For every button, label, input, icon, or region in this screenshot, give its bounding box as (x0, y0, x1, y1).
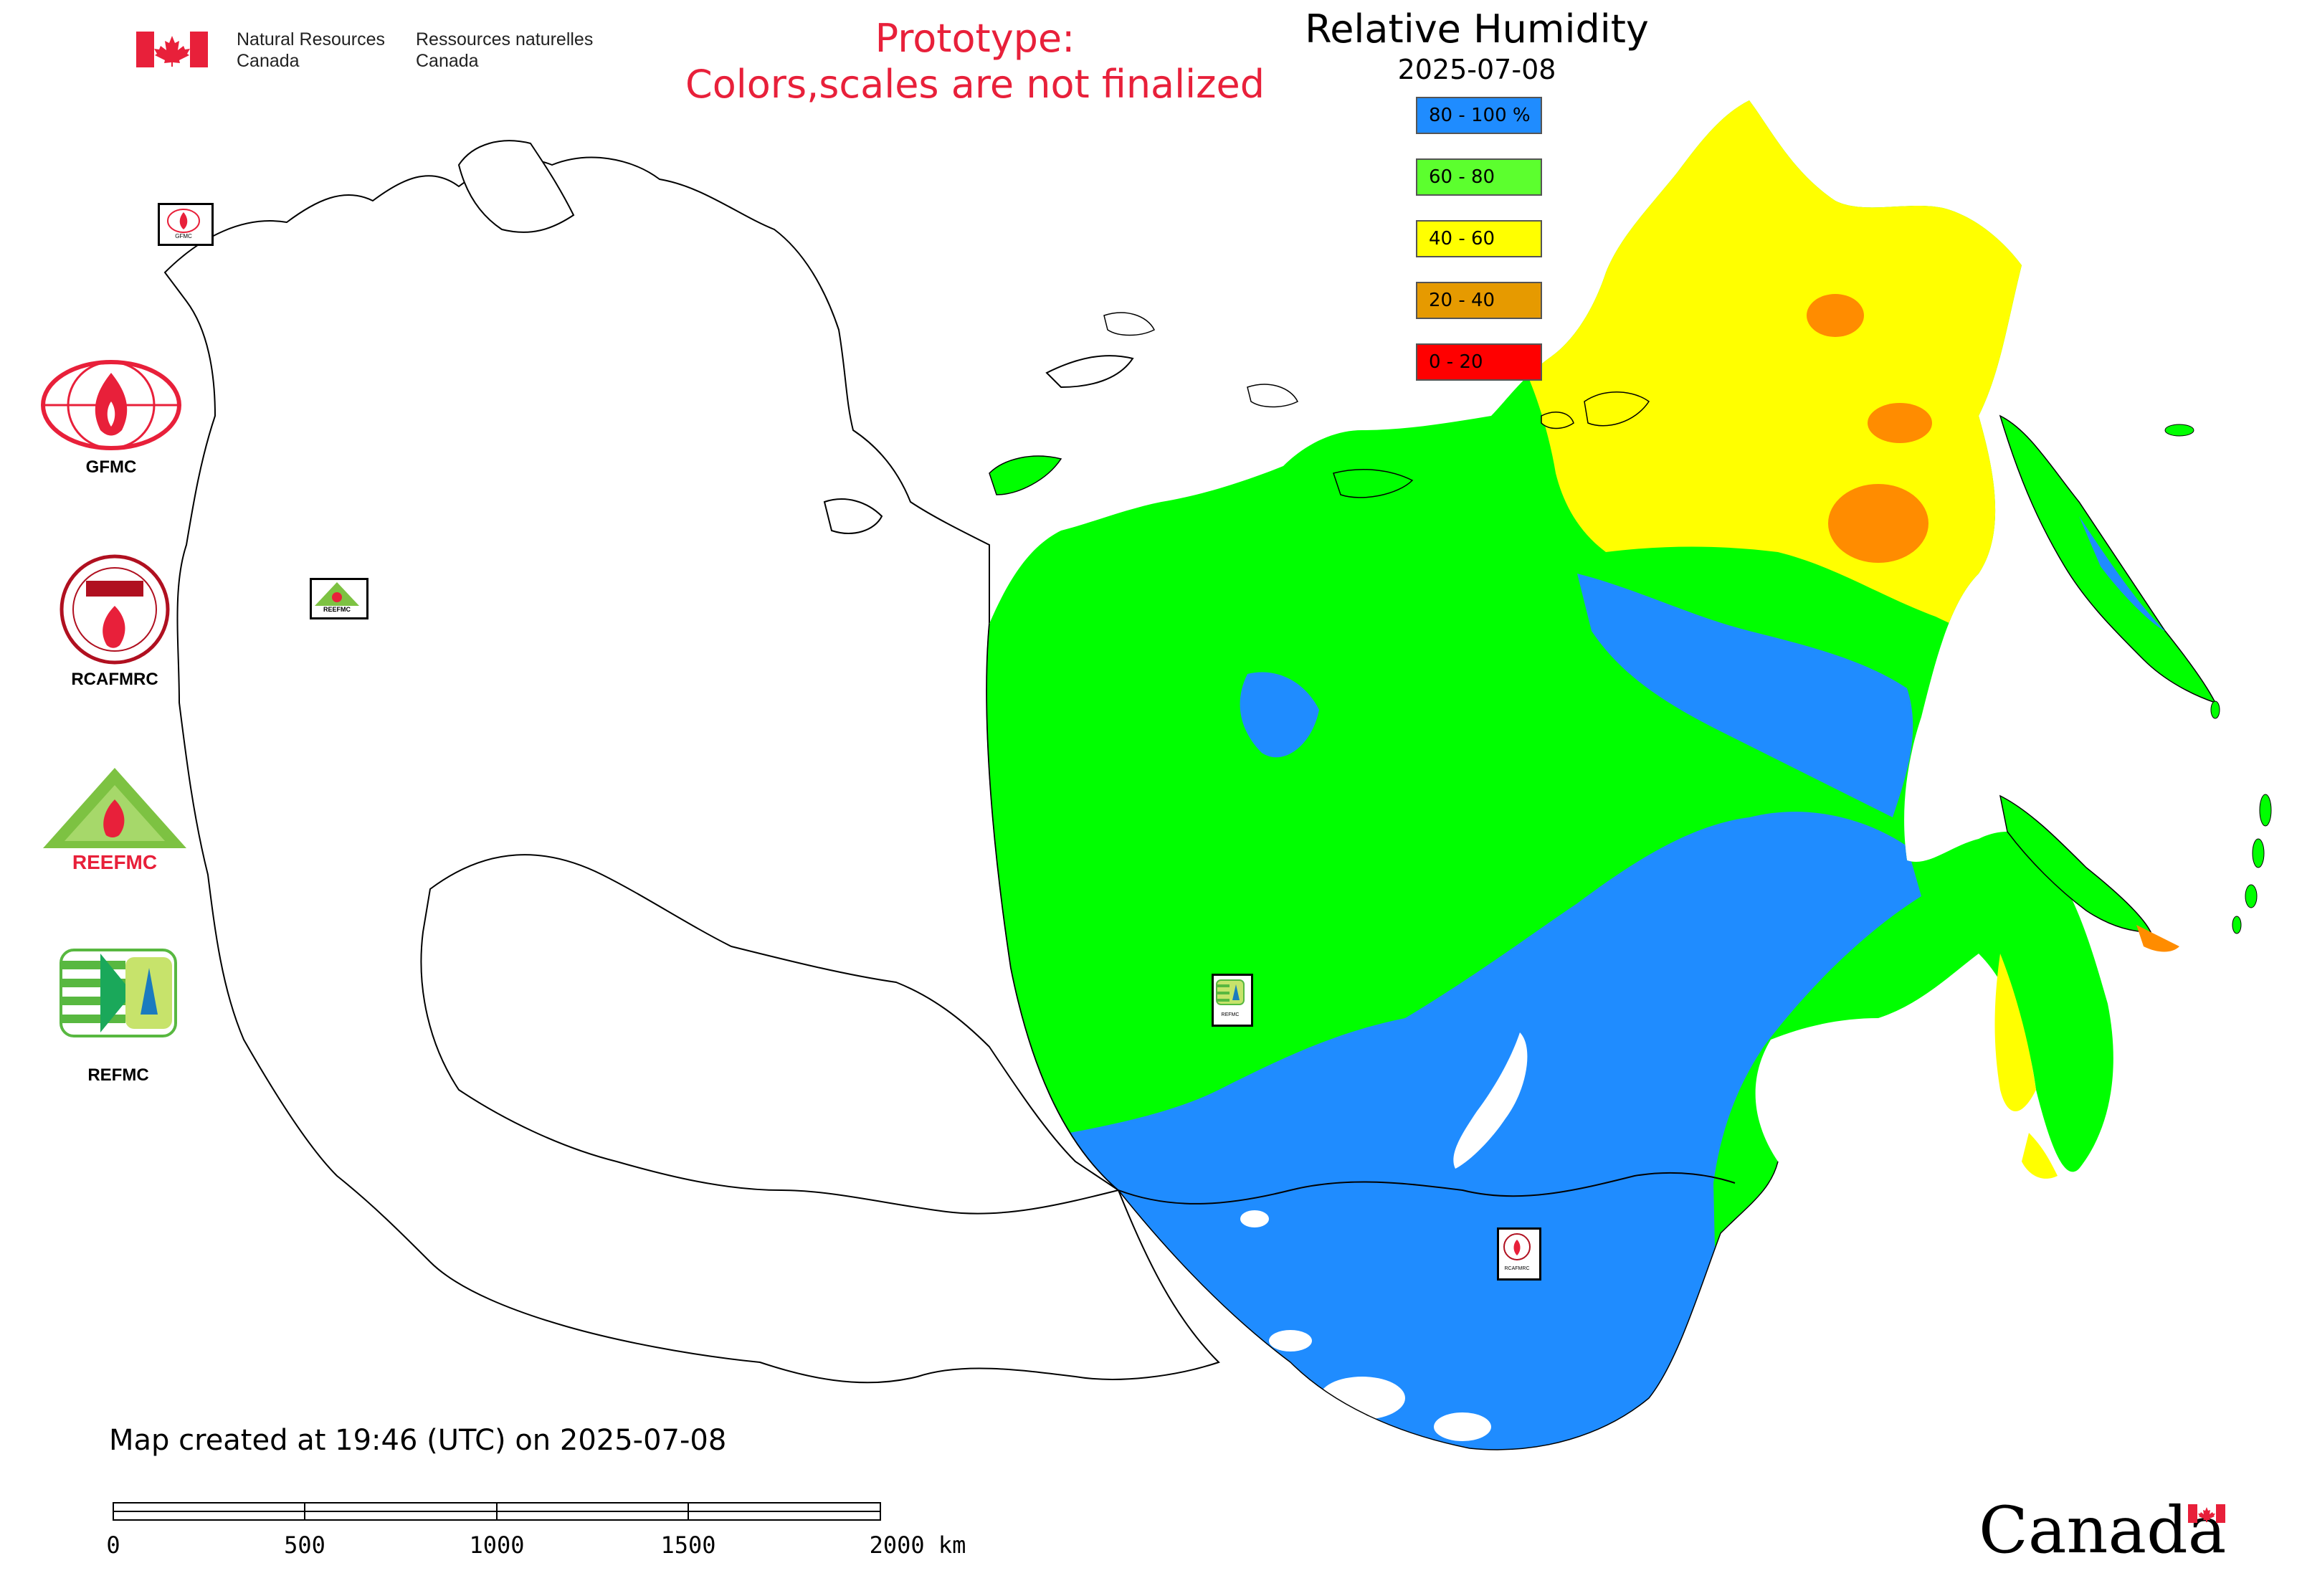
legend-label: 80 - 100 % (1429, 105, 1531, 126)
reefmc-marker-label: REEFMC (323, 606, 351, 613)
refmc-marker-label: REFMC (1222, 1012, 1240, 1017)
legend-label: 20 - 40 (1429, 290, 1495, 311)
legend-item-40-60: 40 - 60 (1416, 220, 1542, 257)
gfmc-marker-label: GFMC (175, 233, 192, 239)
org-en-line1: Natural Resources (237, 29, 386, 49)
org-en-line2: Canada (237, 51, 300, 71)
legend-item-80-100: 80 - 100 % (1416, 97, 1542, 134)
map-title: Relative Humidity (1305, 6, 1649, 52)
org-fr-line1: Ressources naturelles (416, 29, 594, 49)
reefmc-logo: REEFMC (36, 764, 194, 878)
scale-label-2000: 2000 km (869, 1531, 966, 1559)
sakhalin (1999, 794, 2179, 952)
map-date: 2025-07-08 (1397, 54, 1556, 85)
reefmc-marker[interactable]: REEFMC (310, 578, 368, 619)
refmc-logo: REFMC (57, 946, 179, 1090)
scale-bar-graphic (113, 1502, 881, 1521)
gfmc-logo: GFMC (36, 358, 186, 480)
nrcan-signature: Natural Resources Canada Ressources natu… (136, 29, 609, 79)
rcafmrc-marker-label: RCAFMRC (1505, 1266, 1530, 1271)
gfmc-marker-icon: GFMC (167, 209, 200, 239)
arctic-islands (989, 312, 1650, 498)
org-name-fr: Ressources naturelles Canada (416, 29, 593, 72)
canada-flag-icon (136, 32, 208, 67)
canada-wordmark-text: Canada (1979, 1493, 2227, 1568)
reefmc-marker-icon: REEFMC (315, 582, 359, 613)
scale-label-1000: 1000 (469, 1531, 525, 1559)
rcafmrc-logo: RCAFMRC (54, 552, 176, 695)
refmc-marker-icon: REFMC (1216, 979, 1245, 1017)
canada-wordmark: Canada (1979, 1491, 2237, 1570)
refmc-logo-icon (60, 949, 177, 1037)
reefmc-logo-icon: REEFMC (36, 768, 194, 873)
legend-label: 40 - 60 (1429, 228, 1495, 250)
rcafmrc-marker-icon: RCAFMRC (1503, 1233, 1531, 1271)
legend-item-60-80: 60 - 80 (1416, 158, 1542, 196)
reefmc-logo-text: REEFMC (72, 851, 157, 873)
gfmc-logo-icon (41, 360, 181, 450)
scale-bar: 0 500 1000 1500 2000 km (100, 1498, 966, 1577)
scale-label-1500: 1500 (660, 1531, 716, 1559)
rcafmrc-logo-icon (60, 554, 170, 665)
rcafmrc-marker[interactable]: RCAFMRC (1497, 1227, 1541, 1281)
refmc-marker[interactable]: REFMC (1212, 974, 1253, 1027)
map-created-text: Map created at 19:46 (UTC) on 2025-07-08 (109, 1424, 727, 1457)
scale-label-0: 0 (106, 1531, 120, 1559)
gfmc-caption: GFMC (85, 457, 137, 477)
legend-label: 60 - 80 (1429, 166, 1495, 188)
legend-item-20-40: 20 - 40 (1416, 282, 1542, 319)
kuril-islands (2164, 424, 2272, 934)
country-outlines (163, 140, 1220, 1384)
org-fr-line2: Canada (416, 51, 479, 71)
org-name-en: Natural Resources Canada (237, 29, 385, 72)
gfmc-marker[interactable]: GFMC (158, 203, 214, 246)
kamchatka (1999, 414, 2217, 704)
scale-label-500: 500 (284, 1531, 325, 1559)
prototype-line1: Prototype: (875, 16, 1075, 61)
refmc-caption: REFMC (87, 1065, 149, 1085)
prototype-warning: Prototype: Colors,scales are not finaliz… (617, 16, 1333, 108)
canada-wordmark-flag-icon (2188, 1504, 2225, 1523)
legend-item-0-20: 0 - 20 (1416, 343, 1542, 381)
legend-label: 0 - 20 (1429, 351, 1483, 373)
rcafmrc-caption: RCAFMRC (71, 670, 158, 689)
prototype-line2: Colors,scales are not finalized (685, 62, 1265, 107)
